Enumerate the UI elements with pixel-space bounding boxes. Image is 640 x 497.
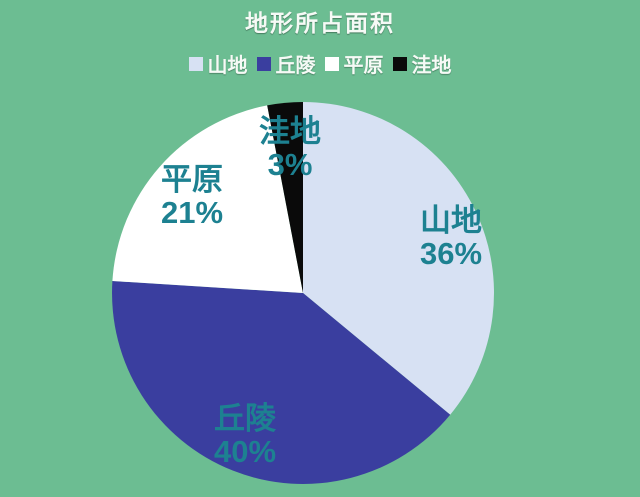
legend-label: 山地 xyxy=(207,55,248,77)
legend-swatch-icon xyxy=(324,56,339,71)
slice-percent: 3% xyxy=(267,147,313,182)
legend-item-3: 平原 xyxy=(324,49,384,78)
legend-item-1: 山地 xyxy=(188,49,248,78)
legend-item-4: 洼地 xyxy=(392,49,452,78)
slice-percent: 40% xyxy=(213,434,277,469)
slice-percent: 36% xyxy=(419,236,483,271)
slice-percent: 21% xyxy=(160,195,224,230)
slice-name: 丘陵 xyxy=(214,401,276,436)
legend-label: 洼地 xyxy=(411,55,452,77)
legend-label: 丘陵 xyxy=(275,55,316,77)
slice-label-wadi: 洼地 3% xyxy=(235,115,345,181)
legend-item-2: 丘陵 xyxy=(256,49,316,78)
legend-swatch-icon xyxy=(256,56,271,71)
slice-label-qiuling: 丘陵 40% xyxy=(190,402,300,468)
legend-swatch-icon xyxy=(188,56,203,71)
slice-name: 山地 xyxy=(420,203,482,238)
slice-name: 平原 xyxy=(161,162,223,197)
slice-label-shandi: 山地 36% xyxy=(396,204,506,270)
legend-label: 平原 xyxy=(343,55,384,77)
slice-label-pingyuan: 平原 21% xyxy=(137,163,247,229)
pie-slice-1 xyxy=(303,102,494,415)
legend-swatch-icon xyxy=(392,56,407,71)
pie-slice-3 xyxy=(112,105,304,294)
chart-title: 地形所占面积 xyxy=(245,10,395,36)
slice-name: 洼地 xyxy=(259,114,321,149)
pie-slice-4 xyxy=(267,102,303,293)
pie-slice-2 xyxy=(112,281,451,484)
legend: 山地 丘陵 平原 洼地 xyxy=(0,49,640,78)
